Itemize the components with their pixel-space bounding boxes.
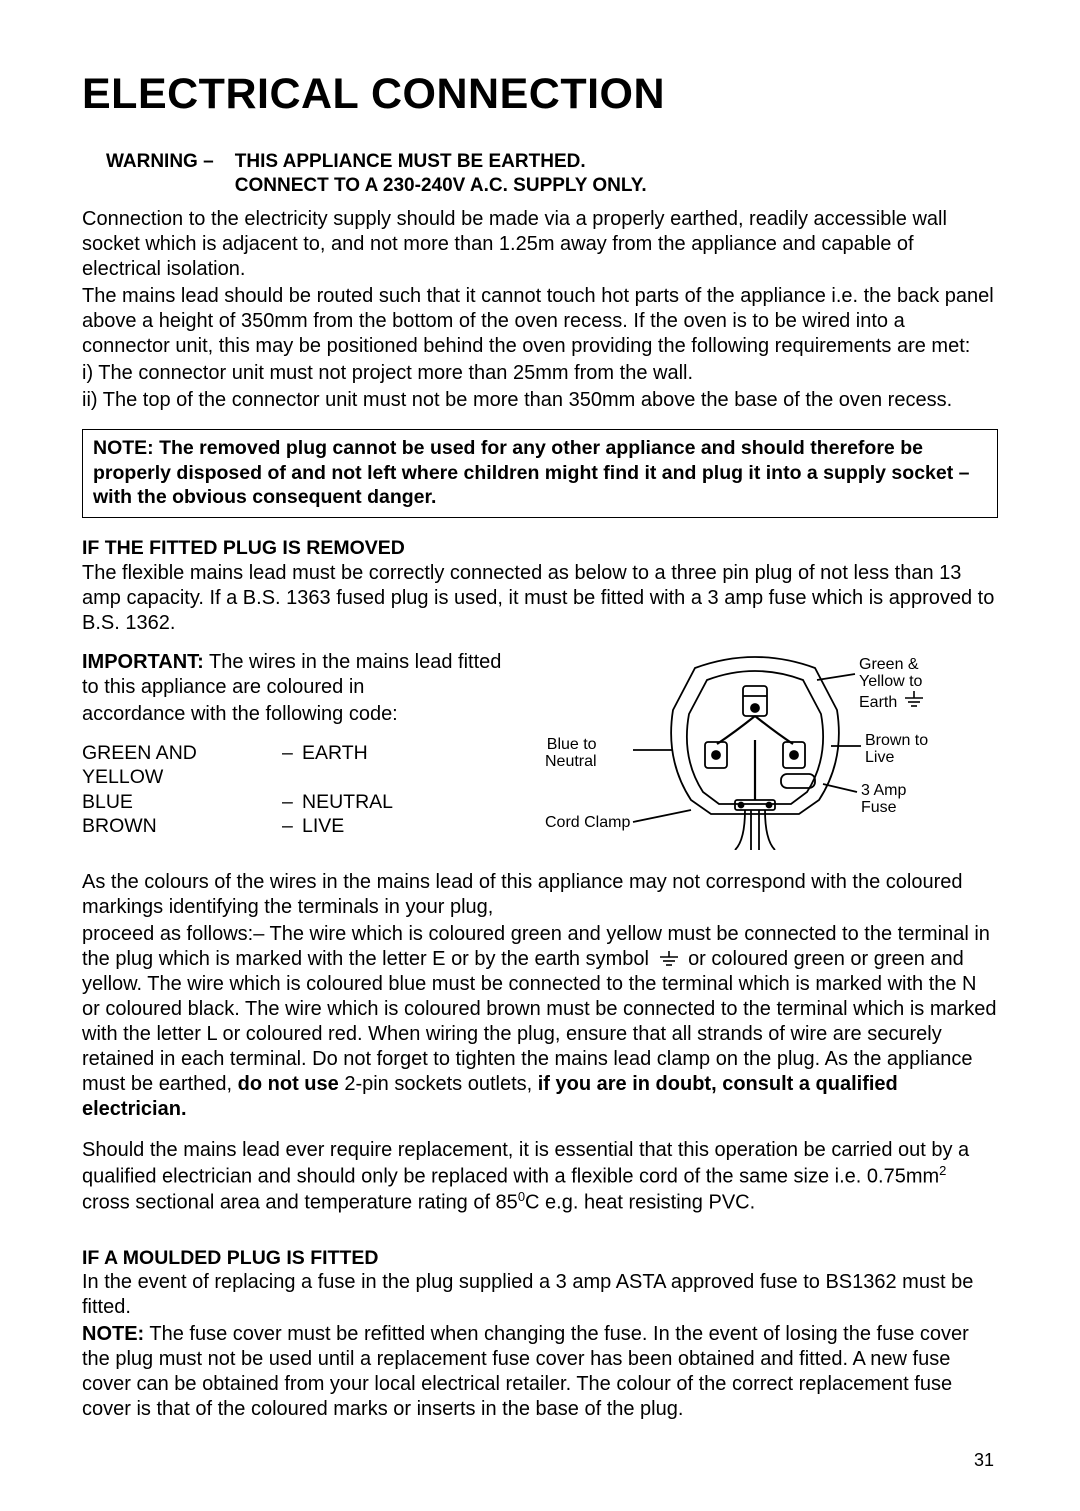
do-not-use-bold: do not use <box>238 1073 339 1095</box>
plug-diagram: Blue to Neutral Cord Clamp Green & Yello… <box>585 650 925 850</box>
earth-symbol-inline-icon <box>655 951 683 967</box>
proceed-text-d: 2-pin sockets outlets, <box>339 1073 538 1095</box>
wire-name: LIVE <box>302 814 344 838</box>
replacement-para: Should the mains lead ever require repla… <box>82 1138 998 1216</box>
important-line: IMPORTANT: The wires in the mains lead f… <box>82 650 502 700</box>
right-column: Blue to Neutral Cord Clamp Green & Yello… <box>512 650 998 850</box>
wire-color: BROWN <box>82 814 282 838</box>
wire-dash: – <box>282 814 302 838</box>
moulded-p1: In the event of replacing a fuse in the … <box>82 1270 998 1320</box>
wire-row: BLUE – NEUTRAL <box>82 790 502 814</box>
page-number: 31 <box>974 1449 994 1472</box>
replace-a: Should the mains lead ever require repla… <box>82 1139 969 1188</box>
two-column-section: IMPORTANT: The wires in the mains lead f… <box>82 650 998 850</box>
wire-row: GREEN AND YELLOW – EARTH <box>82 741 502 790</box>
warning-label: WARNING – <box>106 150 235 198</box>
wire-row: BROWN – LIVE <box>82 814 502 838</box>
page-title: ELECTRICAL CONNECTION <box>82 68 998 122</box>
colors-para-b: proceed as follows:– The wire which is c… <box>82 922 998 1122</box>
document-page: ELECTRICAL CONNECTION WARNING – THIS APP… <box>0 0 1080 1511</box>
earth-symbol-icon <box>902 691 926 709</box>
intro-li1: i) The connector unit must not project m… <box>82 361 998 386</box>
intro-p2: The mains lead should be routed such tha… <box>82 284 998 359</box>
moulded-note-rest: The fuse cover must be refitted when cha… <box>82 1323 969 1420</box>
diagram-label-cord: Cord Clamp <box>545 814 630 832</box>
diagram-label-fuse: 3 Amp Fuse <box>861 782 906 817</box>
colors-para-a: As the colours of the wires in the mains… <box>82 870 998 920</box>
moulded-note-bold: NOTE: <box>82 1323 144 1345</box>
wire-color: GREEN AND YELLOW <box>82 741 282 790</box>
wire-name: EARTH <box>302 741 368 790</box>
intro-p1: Connection to the electricity supply sho… <box>82 207 998 282</box>
replace-c: C e.g. heat resisting PVC. <box>525 1192 755 1214</box>
fitted-plug-p1: The flexible mains lead must be correctl… <box>82 561 998 636</box>
wire-dash: – <box>282 741 302 790</box>
note-box: NOTE: The removed plug cannot be used fo… <box>82 429 998 518</box>
moulded-plug-head: IF A MOULDED PLUG IS FITTED <box>82 1246 998 1270</box>
squared-superscript: 2 <box>939 1163 946 1178</box>
warning-line1: THIS APPLIANCE MUST BE EARTHED. <box>235 150 647 174</box>
wire-dash: – <box>282 790 302 814</box>
warning-line2: CONNECT TO A 230-240V A.C. SUPPLY ONLY. <box>235 174 647 198</box>
important-line2: accordance with the following code: <box>82 702 502 727</box>
diagram-label-green: Green & Yellow to Earth <box>859 656 926 712</box>
degree-superscript: 0 <box>518 1189 525 1204</box>
wire-name: NEUTRAL <box>302 790 393 814</box>
warning-text: THIS APPLIANCE MUST BE EARTHED. CONNECT … <box>235 150 647 198</box>
diagram-label-brown: Brown to Live <box>865 732 928 767</box>
main-instruction-block: As the colours of the wires in the mains… <box>82 870 998 1423</box>
wire-color-table: GREEN AND YELLOW – EARTH BLUE – NEUTRAL … <box>82 741 502 839</box>
moulded-note: NOTE: The fuse cover must be refitted wh… <box>82 1322 998 1422</box>
warning-block: WARNING – THIS APPLIANCE MUST BE EARTHED… <box>106 150 998 198</box>
wire-color: BLUE <box>82 790 282 814</box>
diagram-label-blue: Blue to Neutral <box>545 736 597 771</box>
intro-li2: ii) The top of the connector unit must n… <box>82 388 998 413</box>
important-bold: IMPORTANT: <box>82 651 204 673</box>
fitted-plug-head: IF THE FITTED PLUG IS REMOVED <box>82 536 998 560</box>
replace-b: cross sectional area and temperature rat… <box>82 1192 518 1214</box>
left-column: IMPORTANT: The wires in the mains lead f… <box>82 650 512 850</box>
